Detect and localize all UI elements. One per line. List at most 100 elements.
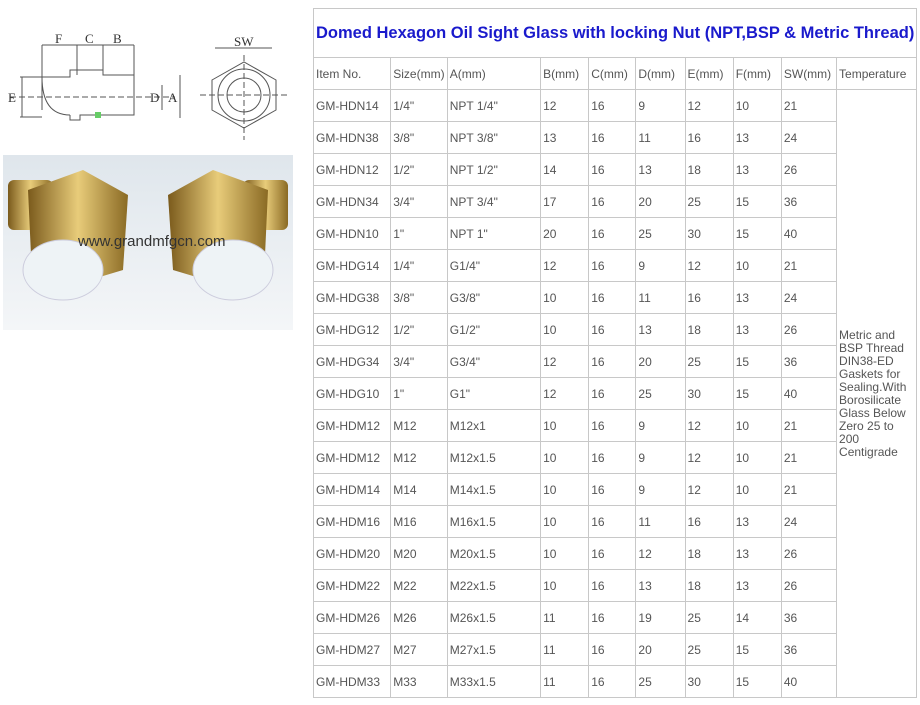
watermark: www.grandmfgcn.com bbox=[78, 233, 226, 250]
table-cell: 15 bbox=[732, 377, 782, 410]
table-cell: 10 bbox=[732, 89, 782, 122]
table-cell: 19 bbox=[635, 601, 686, 634]
table-cell: 12 bbox=[684, 409, 734, 442]
table-cell: 16 bbox=[588, 217, 637, 250]
table-cell: 25 bbox=[684, 633, 734, 666]
table-cell: GM-HDM20 bbox=[312, 537, 392, 570]
table-cell: G3/4" bbox=[446, 345, 542, 378]
table-cell: 1/4" bbox=[390, 89, 448, 122]
column-header: E(mm) bbox=[684, 57, 734, 90]
table-cell: GM-HDG12 bbox=[312, 313, 392, 346]
table-cell: 12 bbox=[540, 377, 590, 410]
table-row: GM-HDN14 1/4" NPT 1/4" 12 16 9 12 10 21 Metric an… bbox=[312, 89, 918, 698]
table-cell: 16 bbox=[588, 601, 637, 634]
table-cell: GM-HDN34 bbox=[312, 185, 392, 218]
table-row: GM-HDM12 M12 M12x1 10 16 9 12 10 21 bbox=[312, 409, 917, 442]
table-cell: G1/2" bbox=[446, 313, 542, 346]
label-e: E bbox=[8, 90, 16, 105]
table-cell: 16 bbox=[684, 505, 734, 538]
table-row: GM-HDM12 M12 M12x1.5 10 16 9 12 10 21 bbox=[312, 441, 917, 474]
table-cell: 3/8" bbox=[390, 281, 448, 314]
table-cell: 10 bbox=[540, 473, 590, 506]
table-cell: GM-HDG10 bbox=[312, 377, 392, 410]
table-cell: 16 bbox=[684, 121, 734, 154]
table-cell: 12 bbox=[684, 441, 734, 474]
table-cell: M22x1.5 bbox=[446, 569, 542, 602]
table-cell: 12 bbox=[540, 345, 590, 378]
table-cell: 10 bbox=[732, 409, 782, 442]
table-cell: GM-HDG34 bbox=[312, 345, 392, 378]
table-cell: 40 bbox=[780, 665, 838, 698]
table-cell: 16 bbox=[588, 281, 637, 314]
table-cell: 3/4" bbox=[390, 345, 448, 378]
table-cell: M12 bbox=[390, 409, 448, 442]
table-cell: 14 bbox=[732, 601, 782, 634]
table-cell: M27 bbox=[390, 633, 448, 666]
table-row: GM-HDG12 1/2" G1/2" 10 16 13 18 13 26 bbox=[312, 313, 917, 346]
table-cell: 40 bbox=[780, 377, 838, 410]
table-cell: 16 bbox=[588, 185, 637, 218]
table-title: Domed Hexagon Oil Sight Glass with locki… bbox=[312, 8, 918, 58]
table-cell: 15 bbox=[732, 185, 782, 218]
table-cell: 25 bbox=[684, 185, 734, 218]
table-cell: 12 bbox=[635, 537, 686, 570]
table-cell: GM-HDM12 bbox=[312, 441, 392, 474]
table-cell: 13 bbox=[540, 121, 590, 154]
table-cell: 30 bbox=[684, 377, 734, 410]
table-cell: M20x1.5 bbox=[446, 537, 542, 570]
header-row: Item No. Size(mm) A(mm) B(mm) C(mm) D(mm) E(mm… bbox=[312, 57, 918, 90]
table-cell: GM-HDM26 bbox=[312, 601, 392, 634]
table-cell: 10 bbox=[540, 409, 590, 442]
table-cell: GM-HDG14 bbox=[312, 249, 392, 282]
table-cell: 13 bbox=[732, 153, 782, 186]
table-cell: 12 bbox=[684, 473, 734, 506]
table-row: GM-HDM22 M22 M22x1.5 10 16 13 18 13 26 bbox=[312, 569, 917, 602]
table-cell: 1/2" bbox=[390, 313, 448, 346]
table-cell: GM-HDM14 bbox=[312, 473, 392, 506]
table-row: GM-HDM14 M14 M14x1.5 10 16 9 12 10 21 bbox=[312, 473, 917, 506]
table-cell: 25 bbox=[635, 377, 686, 410]
table-row: GM-HDM26 M26 M26x1.5 11 16 19 25 14 36 bbox=[312, 601, 917, 634]
table-cell: M16x1.5 bbox=[446, 505, 542, 538]
table-cell: 20 bbox=[540, 217, 590, 250]
table-row: GM-HDM33 M33 M33x1.5 11 16 25 30 15 40 bbox=[312, 665, 917, 698]
table-cell: 1" bbox=[390, 217, 448, 250]
table-cell: M16 bbox=[390, 505, 448, 538]
table-row: GM-HDG34 3/4" G3/4" 12 16 20 25 15 36 bbox=[312, 345, 917, 378]
table-cell: 16 bbox=[588, 441, 637, 474]
table-cell: 15 bbox=[732, 345, 782, 378]
table-row: GM-HDN38 3/8" NPT 3/8" 13 16 11 16 13 24 bbox=[312, 121, 917, 154]
table-cell: GM-HDN38 bbox=[312, 121, 392, 154]
table-cell: 11 bbox=[540, 601, 590, 634]
table-cell: 13 bbox=[732, 505, 782, 538]
table-row: GM-HDG38 3/8" G3/8" 10 16 11 16 13 24 bbox=[312, 281, 917, 314]
table-cell: M22 bbox=[390, 569, 448, 602]
table-cell: 9 bbox=[635, 249, 686, 282]
table-row: GM-HDG10 1" G1" 12 16 25 30 15 40 bbox=[312, 377, 917, 410]
column-header: A(mm) bbox=[446, 57, 542, 90]
table-cell: 18 bbox=[684, 313, 734, 346]
table-cell: 13 bbox=[732, 121, 782, 154]
table-cell: 9 bbox=[635, 473, 686, 506]
table-cell: 11 bbox=[635, 121, 686, 154]
table-cell: 18 bbox=[684, 569, 734, 602]
table-cell: GM-HDG38 bbox=[312, 281, 392, 314]
table-cell: 16 bbox=[588, 89, 637, 122]
table-cell: 24 bbox=[780, 505, 838, 538]
table-cell: NPT 3/8" bbox=[446, 121, 542, 154]
table-cell: 36 bbox=[780, 601, 838, 634]
table-cell: M20 bbox=[390, 537, 448, 570]
table-cell: 16 bbox=[588, 569, 637, 602]
table-cell: 25 bbox=[635, 217, 686, 250]
table-cell: M14 bbox=[390, 473, 448, 506]
column-header: Size(mm) bbox=[390, 57, 448, 90]
table-cell: 24 bbox=[780, 121, 838, 154]
column-header: B(mm) bbox=[540, 57, 590, 90]
table-cell: 16 bbox=[588, 345, 637, 378]
temperature-note: Metric and BSP Thread DIN38-ED Gaskets f… bbox=[836, 89, 918, 698]
table-cell: 20 bbox=[635, 345, 686, 378]
table-row: GM-HDN12 1/2" NPT 1/2" 14 16 13 18 13 26 bbox=[312, 153, 917, 186]
dimension-diagram: F C B SW E D A bbox=[8, 31, 288, 140]
table-cell: 16 bbox=[588, 377, 637, 410]
table-cell: 3/8" bbox=[390, 121, 448, 154]
